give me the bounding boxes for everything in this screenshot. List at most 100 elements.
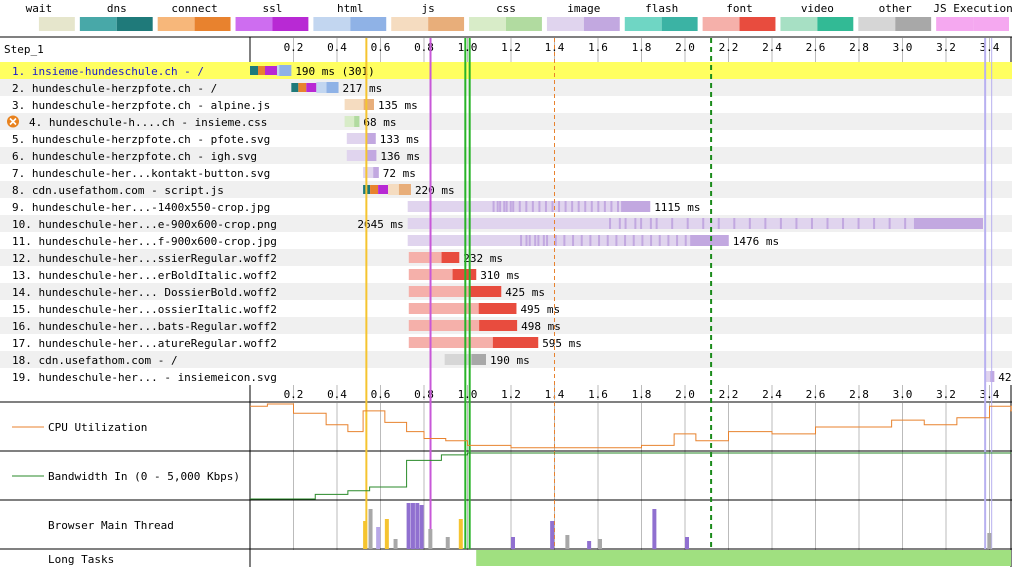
request-time-label: 1476 ms — [733, 235, 779, 248]
download-chunk — [686, 218, 689, 229]
tick-label-bottom: 0.4 — [327, 388, 347, 401]
legend-label-html: html — [337, 2, 364, 15]
row-background — [0, 351, 1012, 368]
tick-label-top: 1.0 — [458, 41, 478, 54]
request-bar-wait — [408, 303, 517, 314]
tick-label-bottom: 0.2 — [284, 388, 304, 401]
request-bar-download — [441, 252, 460, 263]
legend-swatch-font-dark — [739, 17, 776, 31]
tick-label-bottom: 2.4 — [762, 388, 782, 401]
legend-swatch-wait-light — [2, 17, 39, 31]
request-bar: 190 ms (301) — [250, 65, 375, 78]
download-chunk — [667, 235, 670, 246]
legend-swatch-ssl-dark — [272, 17, 309, 31]
request-bar-download — [478, 303, 517, 314]
download-chunk — [584, 201, 587, 212]
download-chunk — [589, 235, 592, 246]
download-chunk — [733, 218, 736, 229]
request-label: 3. hundeschule-herzpfote.ch - alpine.js — [12, 99, 270, 112]
legend-swatch-other-dark — [895, 17, 932, 31]
request-bar: 68 ms — [344, 116, 397, 129]
tick-label-top: 1.2 — [501, 41, 521, 54]
request-time-label: 217 ms — [343, 82, 383, 95]
download-chunk — [554, 235, 557, 246]
legend-swatch-other-light — [858, 17, 896, 31]
legend-swatch-video-light — [780, 17, 818, 31]
request-bar-wait — [408, 320, 518, 331]
request-bar-wait — [407, 201, 651, 212]
request-bar: 495 ms — [408, 303, 560, 316]
download-chunk — [598, 235, 601, 246]
metric-panels: CPU Utilization Bandwidth In (0 - 5,000 … — [12, 403, 1012, 566]
main-thread-activity — [384, 519, 389, 549]
request-label: 8. cdn.usefathom.com - script.js — [12, 184, 224, 197]
request-bar: 217 ms — [291, 82, 382, 95]
download-chunk — [649, 218, 652, 229]
download-chunk — [525, 235, 528, 246]
main-thread-activity — [587, 541, 592, 549]
long-tasks-label: Long Tasks — [48, 553, 114, 566]
request-bar: 1476 ms — [407, 235, 779, 248]
row-background — [0, 283, 1012, 300]
download-chunk — [717, 218, 720, 229]
legend-swatch-image-dark — [583, 17, 620, 31]
download-chunk — [655, 218, 658, 229]
request-bar-download — [990, 371, 995, 382]
download-chunk — [580, 235, 583, 246]
main-thread-activity — [415, 503, 420, 549]
request-bar-download — [365, 133, 376, 144]
request-label: 7. hundeschule-her...kontakt-button.svg — [12, 167, 270, 180]
tick-label-bottom: 3.2 — [936, 388, 956, 401]
legend-label-connect: connect — [171, 2, 217, 15]
tick-label-top: 3.0 — [893, 41, 913, 54]
download-chunk — [505, 201, 508, 212]
row-background — [0, 96, 1012, 113]
download-chunk — [597, 201, 600, 212]
download-chunk — [634, 218, 637, 229]
request-bar-wait — [363, 167, 379, 178]
legend-swatch-css-dark — [506, 17, 542, 31]
download-chunk — [546, 235, 549, 246]
legend-swatch-dns-dark — [116, 17, 153, 31]
request-time-label: 595 ms — [542, 337, 582, 350]
request-time-label: 2645 ms — [357, 218, 403, 231]
legend-label-video: video — [801, 2, 834, 15]
step-label: Step_1 — [4, 43, 44, 56]
request-bar-wait — [408, 269, 477, 280]
main-thread-activity — [458, 519, 463, 549]
request-bar-wait — [344, 99, 374, 110]
legend-swatch-js-execution-light — [936, 17, 974, 31]
tick-label-top: 2.8 — [849, 41, 869, 54]
tick-label-top: 2.2 — [719, 41, 739, 54]
download-chunk — [537, 235, 540, 246]
tick-label-top: 0.4 — [327, 41, 347, 54]
request-bar-download — [913, 218, 983, 229]
download-chunk — [615, 235, 618, 246]
row-background — [0, 79, 1012, 96]
download-chunk — [826, 218, 829, 229]
download-chunk — [512, 201, 515, 212]
tick-label-bottom: 3.4 — [980, 388, 1000, 401]
request-time-label: 310 ms — [480, 269, 520, 282]
download-chunk — [544, 201, 547, 212]
timing-markers — [365, 38, 993, 549]
tick-label-top: 2.0 — [675, 41, 695, 54]
download-chunk — [492, 201, 495, 212]
request-time-label: 133 ms — [380, 133, 420, 146]
download-chunk — [842, 218, 845, 229]
tick-label-bottom: 2.6 — [806, 388, 826, 401]
download-chunk — [650, 235, 653, 246]
download-chunk — [873, 218, 876, 229]
request-bar-download — [468, 286, 502, 297]
download-chunk — [525, 201, 528, 212]
request-label: 14. hundeschule-her... DossierBold.woff2 — [12, 286, 277, 299]
request-bar-download — [492, 337, 539, 348]
request-bar-wait — [407, 218, 983, 229]
legend-swatch-ssl-light — [235, 17, 273, 31]
request-label: 15. hundeschule-her...ossierItalic.woff2 — [12, 303, 277, 316]
request-time-label: 190 ms — [490, 354, 530, 367]
request-time-label: 135 ms — [378, 99, 418, 112]
tick-label-top: 1.8 — [632, 41, 652, 54]
tick-label-bottom: 3.0 — [893, 388, 913, 401]
